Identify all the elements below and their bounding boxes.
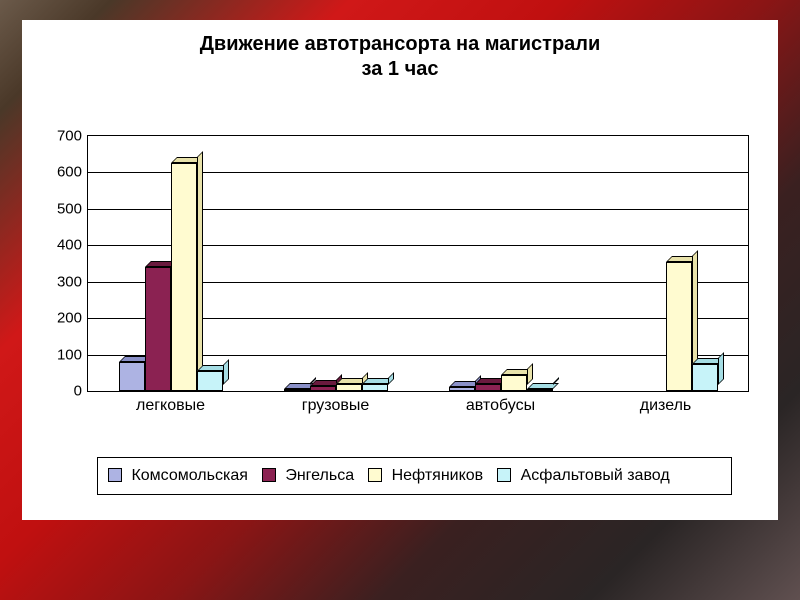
bar — [197, 371, 223, 391]
y-tick-label: 200 — [57, 310, 82, 327]
title-line-1: Движение автотрансорта на магистрали — [200, 33, 601, 55]
bar — [527, 389, 553, 391]
bar — [666, 262, 692, 391]
legend-item-0: Комсомольская — [108, 467, 248, 485]
y-tick-label: 400 — [57, 237, 82, 254]
y-tick-label: 0 — [74, 383, 82, 400]
legend-item-3: Асфальтовый завод — [497, 467, 669, 485]
x-category-label: автобусы — [466, 397, 535, 415]
bar — [171, 163, 197, 391]
bar — [501, 375, 527, 391]
legend-label-1: Энгельса — [285, 467, 354, 484]
x-category-label: легковые — [136, 397, 205, 415]
bar — [692, 364, 718, 391]
legend-item-2: Нефтяников — [368, 467, 483, 485]
y-tick-label: 300 — [57, 273, 82, 290]
bar — [449, 387, 475, 391]
chart-title: Движение автотрансорта на магистрали за … — [22, 32, 778, 82]
legend-label-3: Асфальтовый завод — [521, 467, 670, 484]
x-category-label: грузовые — [302, 397, 370, 415]
y-tick-label: 700 — [57, 128, 82, 145]
y-tick-label: 500 — [57, 200, 82, 217]
chart-card: Движение автотрансорта на магистрали за … — [22, 20, 778, 520]
bar — [310, 386, 336, 391]
legend-label-2: Нефтяников — [392, 467, 484, 484]
bar — [475, 384, 501, 391]
legend-item-1: Энгельса — [262, 467, 354, 485]
bar — [336, 384, 362, 391]
legend: Комсомольская Энгельса Нефтяников Асфаль… — [97, 457, 732, 495]
legend-swatch-2 — [368, 468, 382, 482]
title-line-2: за 1 час — [362, 58, 439, 80]
legend-swatch-0 — [108, 468, 122, 482]
y-tick-label: 100 — [57, 346, 82, 363]
bar — [362, 384, 388, 391]
bar — [284, 389, 310, 391]
bar — [119, 362, 145, 391]
legend-swatch-3 — [497, 468, 511, 482]
legend-swatch-1 — [262, 468, 276, 482]
slide-background: Движение автотрансорта на магистрали за … — [0, 0, 800, 600]
x-category-label: дизель — [640, 397, 691, 415]
plot-area: 0100200300400500600700легковыегрузовыеав… — [87, 135, 749, 392]
bar — [145, 267, 171, 391]
legend-label-0: Комсомольская — [131, 467, 247, 484]
y-tick-label: 600 — [57, 164, 82, 181]
